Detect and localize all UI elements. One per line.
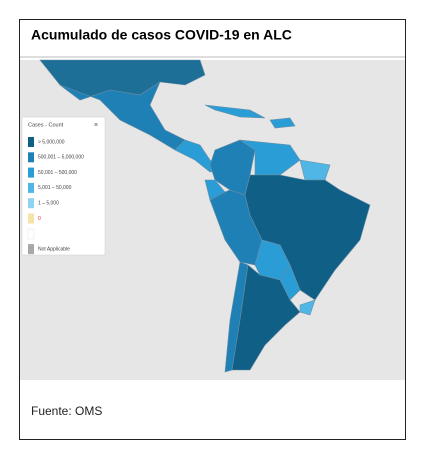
legend-label: 500,001 – 5,000,000 xyxy=(38,155,84,161)
legend-label: > 5,000,000 xyxy=(38,139,65,145)
legend-swatch xyxy=(28,137,34,147)
title: Acumulado de casos COVID-19 en ALC xyxy=(31,27,292,43)
legend-swatch xyxy=(28,182,34,193)
legend-swatch xyxy=(28,198,34,209)
legend-swatch xyxy=(28,167,34,178)
source: Fuente: OMS xyxy=(31,404,102,418)
legend-swatch xyxy=(28,244,34,255)
region xyxy=(204,104,266,119)
legend-label: 0 xyxy=(38,216,41,222)
legend-title: Cases - Count xyxy=(28,122,64,128)
legend-label: 50,001 – 500,000 xyxy=(38,170,77,176)
region xyxy=(231,264,301,371)
region xyxy=(59,81,186,151)
legend-swatch xyxy=(28,213,34,224)
legend-close[interactable]: × xyxy=(94,122,98,129)
region xyxy=(269,117,296,129)
region xyxy=(299,299,316,316)
legend-box xyxy=(21,116,106,256)
legend: Cases - Count × > 5,000,000 500,001 – 5,0… xyxy=(21,116,106,256)
legend-label: Not Applicable xyxy=(38,246,70,252)
legend-label: 5,001 – 50,000 xyxy=(38,185,72,191)
legend-swatch xyxy=(28,152,34,163)
legend-label: 1 – 5,000 xyxy=(38,201,59,207)
legend-swatch xyxy=(27,228,35,240)
